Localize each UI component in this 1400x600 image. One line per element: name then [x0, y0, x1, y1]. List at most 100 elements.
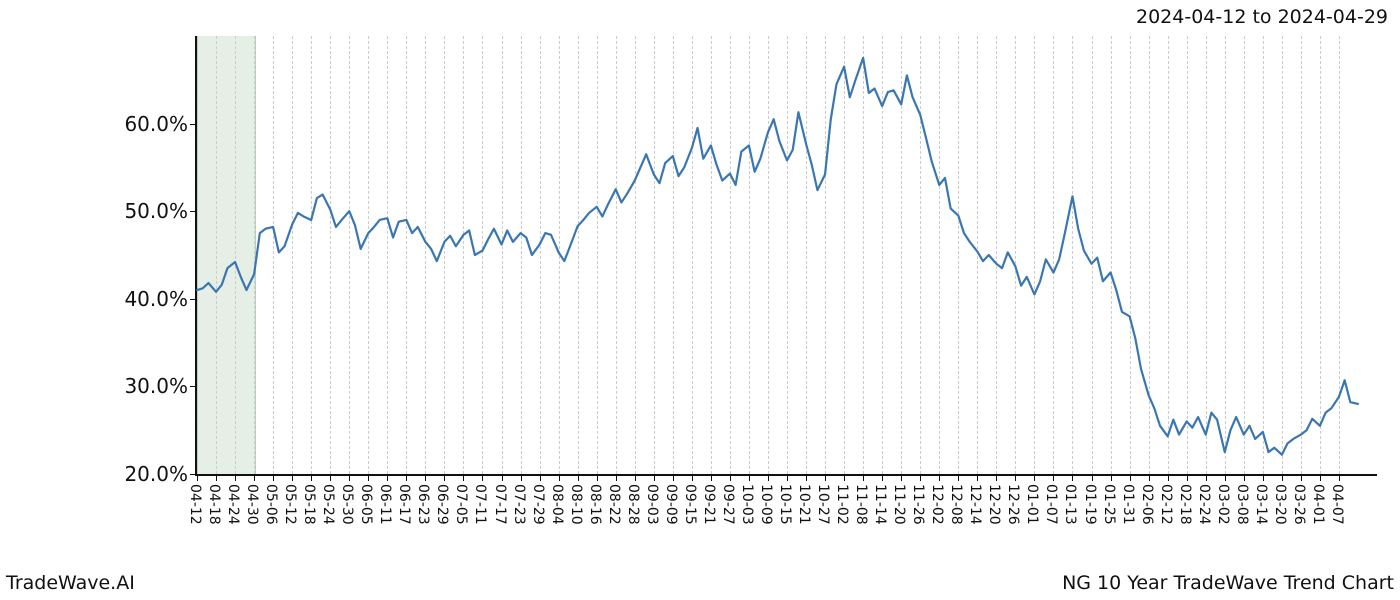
x-tick-mark [996, 474, 997, 481]
x-tick-label: 09-15 [682, 484, 698, 525]
x-tick-mark [1301, 474, 1302, 481]
x-tick-mark [654, 474, 655, 481]
x-tick-mark [425, 474, 426, 481]
x-tick-label: 02-18 [1177, 484, 1193, 525]
x-tick-mark [844, 474, 845, 481]
x-tick-mark [1053, 474, 1054, 481]
x-tick-label: 11-14 [872, 484, 888, 525]
x-tick-label: 12-14 [967, 484, 983, 525]
x-tick-mark [387, 474, 388, 481]
x-tick-mark [1072, 474, 1073, 481]
x-tick-label: 07-23 [511, 484, 527, 525]
x-tick-label: 05-30 [339, 484, 355, 525]
x-tick-label: 03-02 [1215, 484, 1231, 525]
x-tick-label: 12-20 [986, 484, 1002, 525]
x-tick-mark [939, 474, 940, 481]
x-tick-label: 12-26 [1005, 484, 1021, 525]
x-tick-mark [444, 474, 445, 481]
x-tick-label: 01-07 [1043, 484, 1059, 525]
x-tick-mark [787, 474, 788, 481]
y-tick-mark [190, 124, 197, 125]
x-tick-mark [901, 474, 902, 481]
x-tick-label: 09-09 [663, 484, 679, 525]
x-tick-label: 09-03 [644, 484, 660, 525]
x-tick-mark [292, 474, 293, 481]
x-tick-label: 08-10 [568, 484, 584, 525]
x-tick-mark [273, 474, 274, 481]
x-tick-mark [482, 474, 483, 481]
y-tick-label: 40.0% [124, 287, 188, 311]
x-tick-mark [1339, 474, 1340, 481]
plot-area [195, 36, 1377, 476]
x-tick-mark [1015, 474, 1016, 481]
y-tick-label: 60.0% [124, 112, 188, 136]
x-tick-mark [559, 474, 560, 481]
x-tick-label: 11-26 [910, 484, 926, 525]
x-tick-mark [730, 474, 731, 481]
x-tick-mark [1320, 474, 1321, 481]
y-tick-label: 20.0% [124, 462, 188, 486]
x-tick-mark [958, 474, 959, 481]
x-tick-label: 01-19 [1082, 484, 1098, 525]
x-tick-label: 10-03 [739, 484, 755, 525]
x-tick-mark [1168, 474, 1169, 481]
x-tick-label: 05-18 [301, 484, 317, 525]
x-tick-label: 07-05 [453, 484, 469, 525]
x-tick-mark [330, 474, 331, 481]
x-tick-mark [1244, 474, 1245, 481]
x-tick-label: 11-08 [853, 484, 869, 525]
x-tick-mark [406, 474, 407, 481]
x-tick-mark [1225, 474, 1226, 481]
x-tick-label: 07-29 [530, 484, 546, 525]
x-tick-label: 06-05 [358, 484, 374, 525]
x-tick-mark [749, 474, 750, 481]
y-tick-label: 50.0% [124, 199, 188, 223]
x-tick-mark [463, 474, 464, 481]
x-tick-mark [349, 474, 350, 481]
x-tick-mark [1282, 474, 1283, 481]
x-tick-mark [311, 474, 312, 481]
x-tick-label: 04-01 [1310, 484, 1326, 525]
x-tick-label: 09-21 [701, 484, 717, 525]
x-tick-label: 08-22 [606, 484, 622, 525]
x-tick-mark [1111, 474, 1112, 481]
x-tick-label: 02-06 [1139, 484, 1155, 525]
y-tick-mark [190, 386, 197, 387]
x-tick-mark [1206, 474, 1207, 481]
x-tick-label: 04-30 [244, 484, 260, 525]
x-tick-label: 05-06 [263, 484, 279, 525]
x-tick-mark [806, 474, 807, 481]
x-tick-mark [597, 474, 598, 481]
x-tick-label: 07-11 [472, 484, 488, 525]
y-tick-label: 30.0% [124, 374, 188, 398]
x-tick-label: 01-13 [1062, 484, 1078, 525]
x-tick-mark [692, 474, 693, 481]
x-tick-mark [920, 474, 921, 481]
x-tick-label: 04-18 [206, 484, 222, 525]
x-tick-label: 06-11 [377, 484, 393, 525]
x-tick-mark [1149, 474, 1150, 481]
x-tick-mark [521, 474, 522, 481]
x-tick-mark [673, 474, 674, 481]
x-tick-label: 07-17 [492, 484, 508, 525]
x-tick-label: 12-08 [948, 484, 964, 525]
trend-line [197, 36, 1377, 474]
x-tick-mark [1263, 474, 1264, 481]
x-tick-mark [825, 474, 826, 481]
x-tick-label: 03-26 [1291, 484, 1307, 525]
x-tick-mark [1034, 474, 1035, 481]
x-tick-label: 10-27 [815, 484, 831, 525]
x-tick-label: 01-01 [1024, 484, 1040, 525]
x-tick-mark [1092, 474, 1093, 481]
x-tick-label: 02-24 [1196, 484, 1212, 525]
x-tick-mark [882, 474, 883, 481]
x-tick-label: 05-12 [282, 484, 298, 525]
x-tick-label: 11-02 [834, 484, 850, 525]
x-tick-label: 06-23 [415, 484, 431, 525]
x-tick-mark [368, 474, 369, 481]
y-tick-mark [190, 474, 197, 475]
x-tick-mark [578, 474, 579, 481]
date-range-label: 2024-04-12 to 2024-04-29 [1136, 6, 1388, 28]
x-tick-label: 04-24 [225, 484, 241, 525]
x-tick-label: 10-21 [796, 484, 812, 525]
